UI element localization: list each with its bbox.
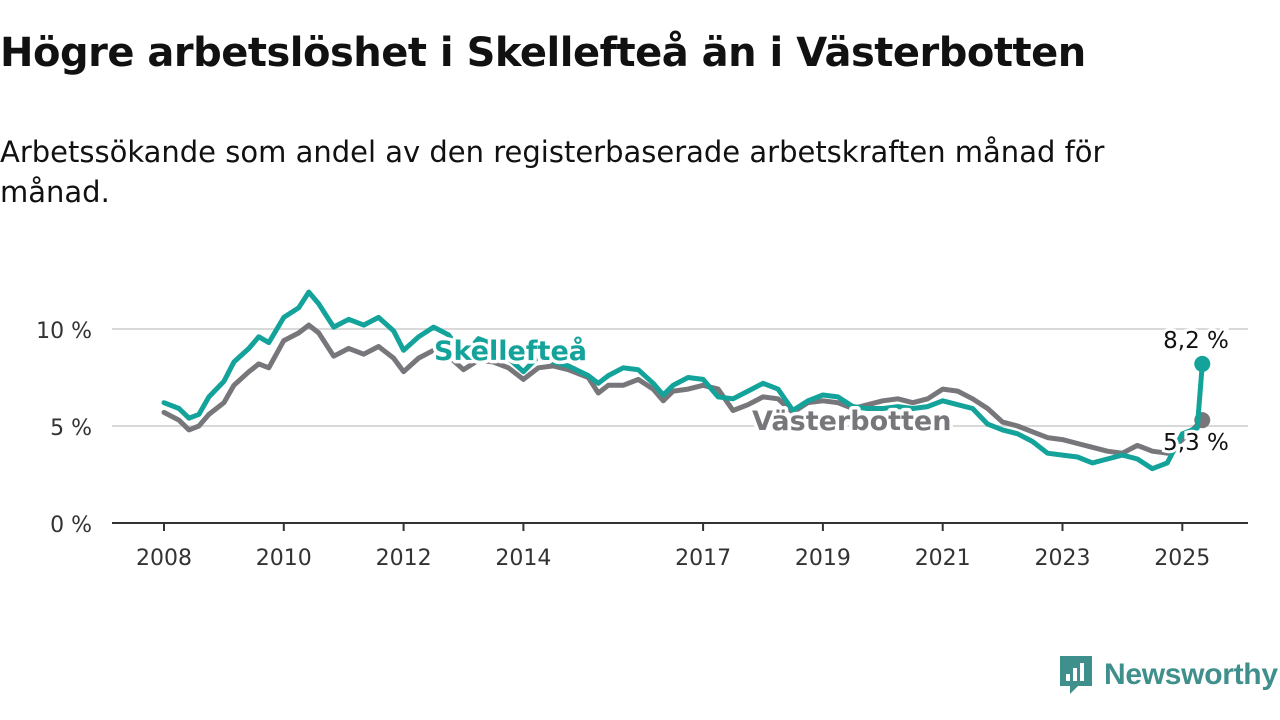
x-tick-label: 2014 (495, 546, 551, 571)
axes: 0 % 5 % 10 % 2008 2010 2012 2014 2017 2019 2021 20… (36, 319, 1248, 571)
x-tick-label: 2023 (1035, 546, 1091, 571)
newsworthy-logo: Newsworthy (1058, 654, 1278, 696)
line-chart: 0 % 5 % 10 % 2008 2010 2012 2014 2017 2019 2021 20… (36, 289, 1248, 571)
chart-title: Högre arbetslöshet i Skellefteå än i Väs… (0, 30, 1086, 76)
end-value-label: 8,2 % (1163, 328, 1229, 354)
y-tick-label: 10 % (36, 319, 92, 344)
y-tick-label: 0 % (50, 513, 92, 538)
x-tick-label: 2008 (136, 546, 192, 571)
x-tick-label: 2025 (1154, 546, 1210, 571)
x-tick-label: 2010 (256, 546, 312, 571)
y-tick-label: 5 % (50, 416, 92, 441)
x-tick-label: 2017 (675, 546, 731, 571)
series-line-vasterbotten (161, 322, 1205, 456)
series-label: Skellefteå (434, 335, 587, 367)
series-labels: 8,2 % 5,3 % Skellefteå Västerbotten (431, 325, 1232, 459)
chart-subtitle: Arbetssökande som andel av den registerb… (0, 135, 1105, 209)
brand-name: Newsworthy (1104, 658, 1278, 691)
x-tick-label: 2021 (915, 546, 971, 571)
newsworthy-logo-icon (1060, 656, 1092, 694)
series-lines (161, 289, 1211, 472)
series-line-skelleftea (161, 289, 1205, 472)
end-value-label: 5,3 % (1163, 430, 1229, 456)
series-label: Västerbotten (752, 406, 951, 437)
x-tick-label: 2019 (795, 546, 851, 571)
x-tick-label: 2012 (376, 546, 432, 571)
series-endpoint-skelleftea (1194, 355, 1211, 372)
